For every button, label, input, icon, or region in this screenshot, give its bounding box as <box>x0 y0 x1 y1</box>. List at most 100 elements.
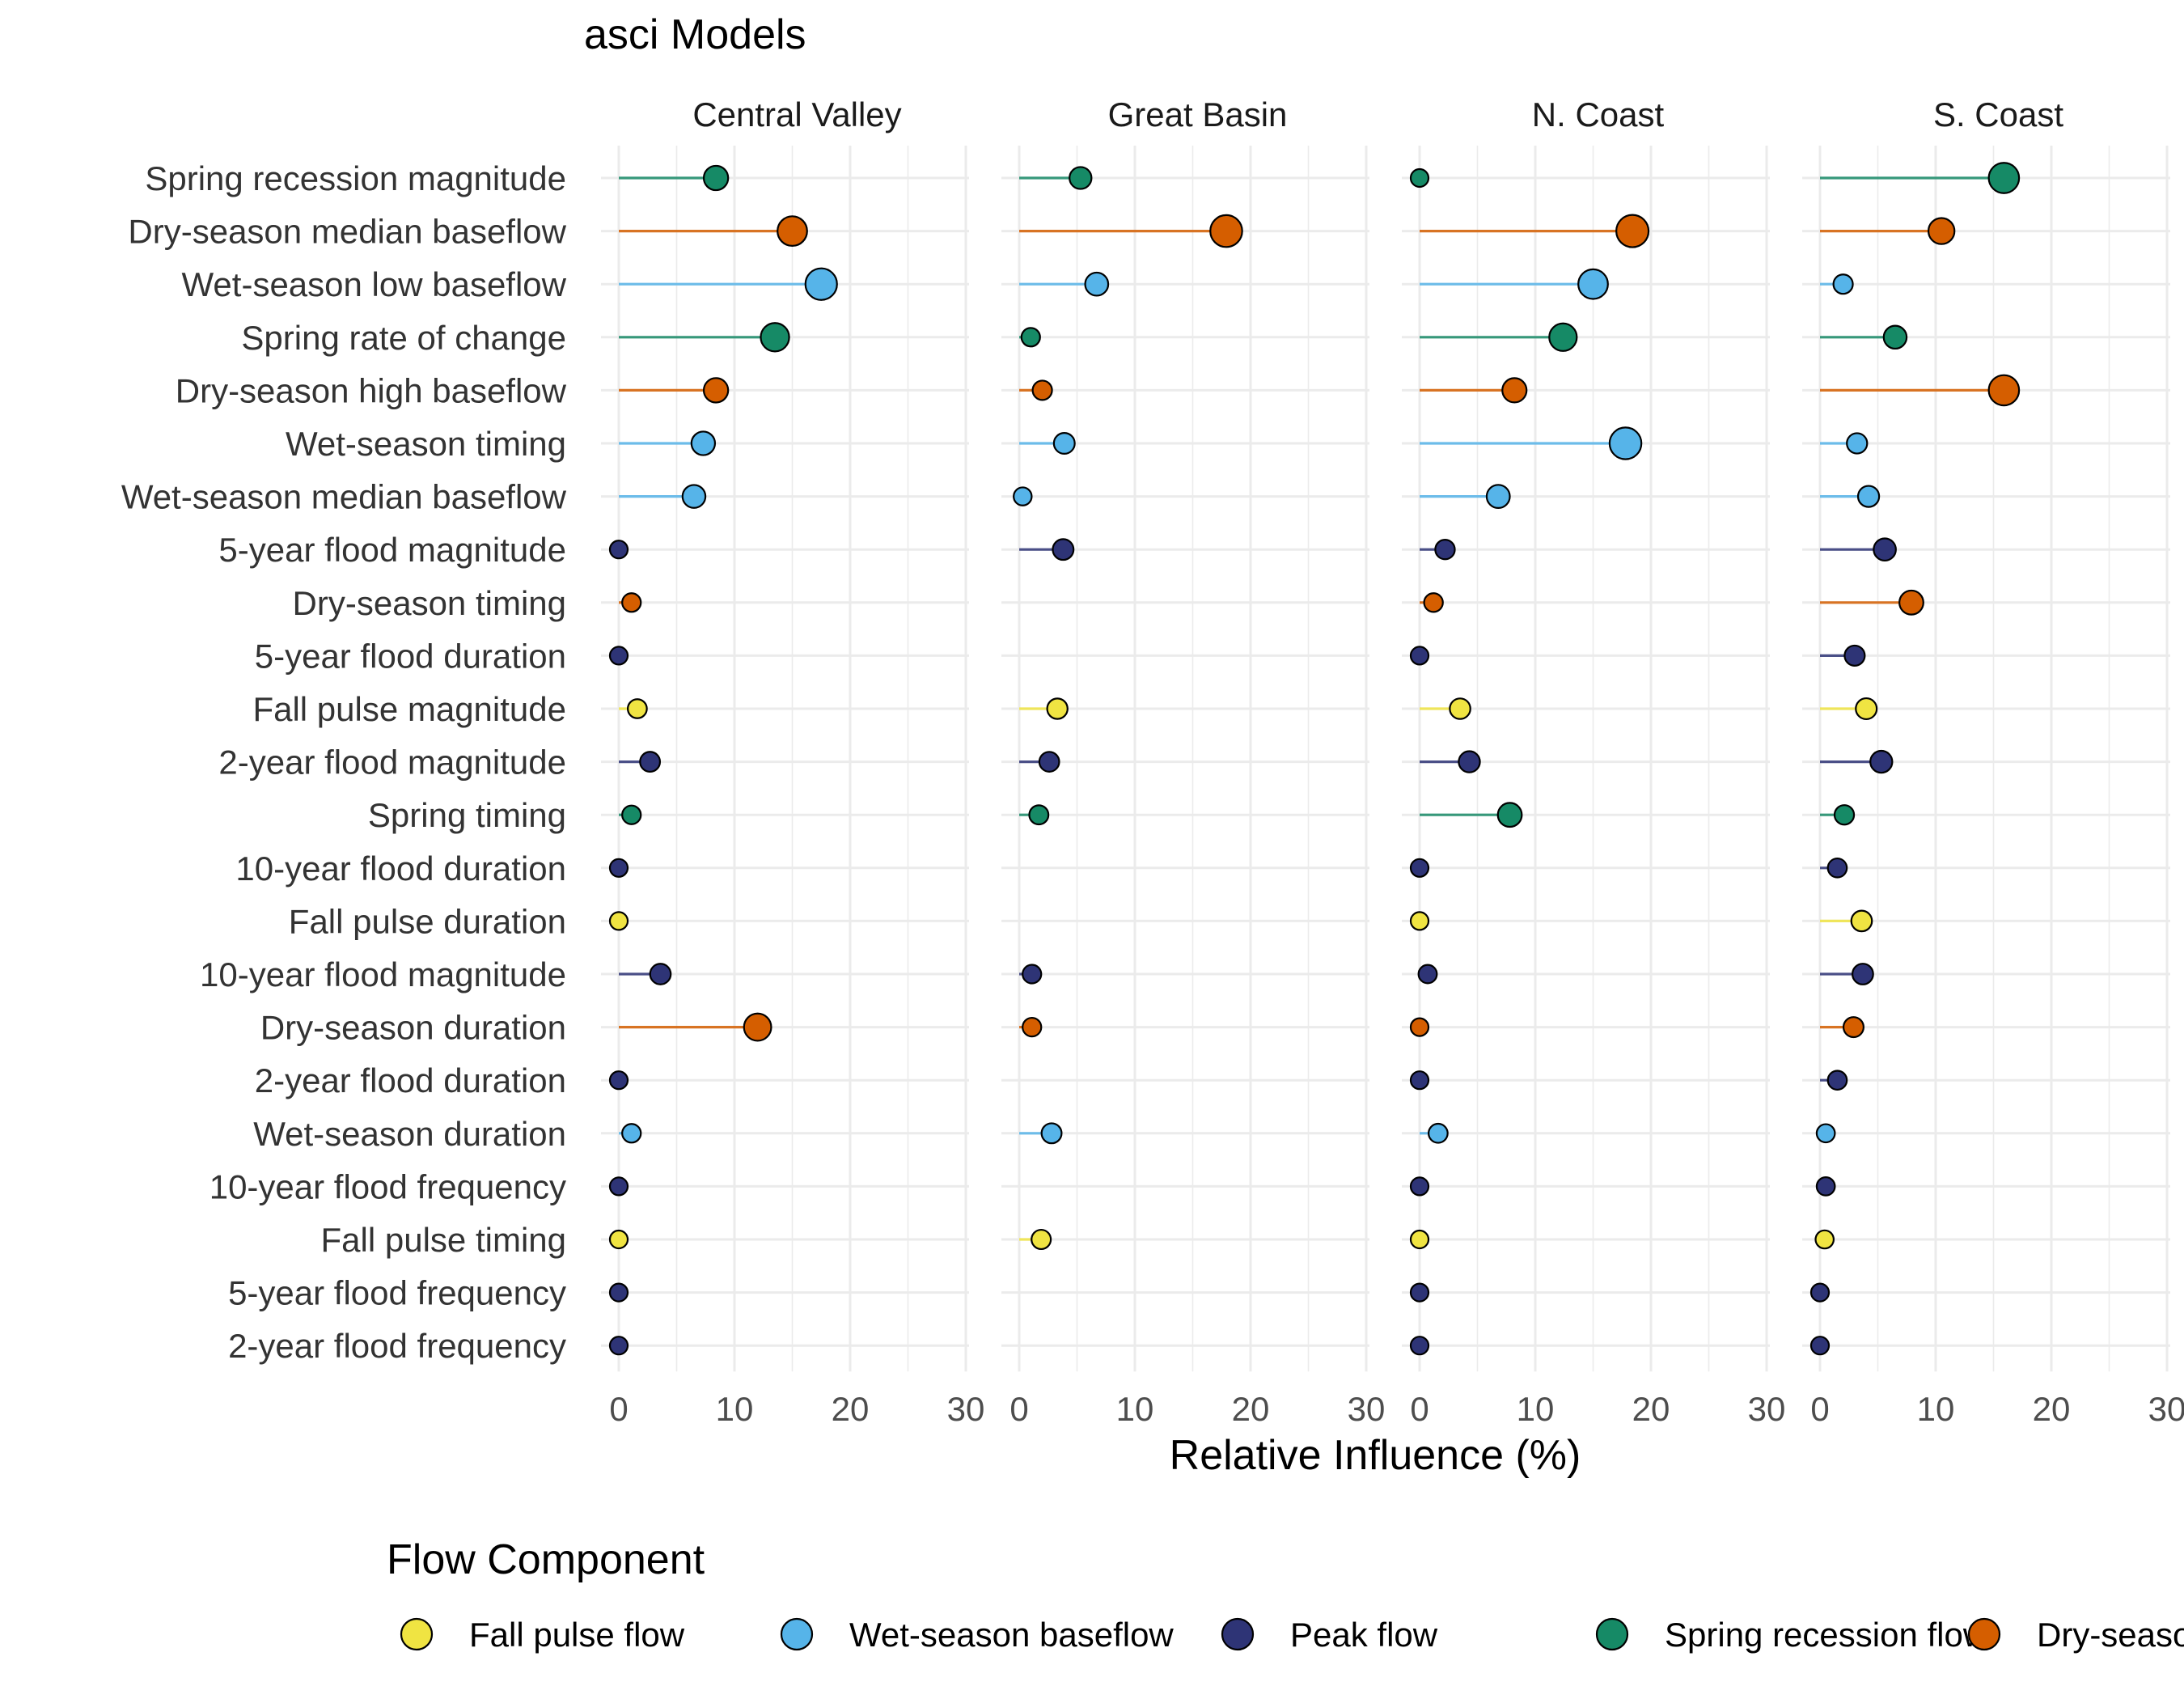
y-tick-label: Spring timing <box>368 796 566 834</box>
legend-label: Peak flow <box>1290 1616 1438 1654</box>
legend-swatch <box>780 1617 814 1651</box>
lollipop-point <box>1409 1229 1430 1250</box>
y-tick-label: 10-year flood duration <box>235 849 566 888</box>
x-tick-label: 10 <box>1116 1390 1154 1428</box>
lollipop-point <box>1843 644 1866 667</box>
y-tick-label: 2-year flood magnitude <box>218 743 566 782</box>
lollipop-point <box>1846 432 1869 455</box>
lollipop-point <box>621 1123 642 1144</box>
lollipop-point <box>1608 426 1643 460</box>
x-tick-label: 10 <box>1517 1390 1555 1428</box>
legend-swatch <box>1595 1617 1629 1651</box>
lollipop-point <box>1046 697 1069 720</box>
lollipop-point <box>1548 322 1578 352</box>
lollipop-point <box>1855 697 1878 721</box>
x-tick-label: 10 <box>716 1390 754 1428</box>
lollipop-point <box>1987 374 2021 407</box>
y-tick-label: Spring rate of change <box>241 319 566 357</box>
lollipop-point <box>1040 1122 1063 1145</box>
lollipop-point <box>1428 1122 1449 1144</box>
lollipop-point <box>1815 1176 1836 1197</box>
lollipop-point <box>681 484 707 509</box>
lollipop-point <box>1856 485 1881 508</box>
lollipop-point <box>760 322 790 353</box>
lollipop-point <box>1028 804 1050 826</box>
lollipop-point <box>621 592 642 613</box>
lollipop-point <box>1038 751 1060 773</box>
y-tick-label: 5-year flood magnitude <box>218 531 566 569</box>
chart-title: asci Models <box>584 11 806 58</box>
y-tick-label: Fall pulse magnitude <box>252 690 566 728</box>
lollipop-point <box>1873 537 1897 562</box>
x-tick-label: 30 <box>2148 1390 2184 1428</box>
lollipop-point <box>1409 167 1430 189</box>
lollipop-point <box>639 751 662 773</box>
lollipop-point <box>1826 1070 1848 1091</box>
x-tick-label: 20 <box>1232 1390 1270 1428</box>
x-tick-label: 30 <box>1348 1390 1386 1428</box>
lollipop-point <box>1409 858 1430 878</box>
lollipop-point <box>1409 1017 1430 1037</box>
lollipop-point <box>1409 646 1430 666</box>
lollipop-point <box>649 963 672 985</box>
legend-swatch <box>1221 1617 1255 1651</box>
lollipop-point <box>1577 268 1609 300</box>
lollipop-point <box>777 215 808 247</box>
lollipop-point <box>1496 802 1523 828</box>
lollipop-point <box>1209 214 1243 248</box>
panel-title: N. Coast <box>1532 95 1665 133</box>
lollipop-point <box>1833 804 1856 826</box>
lollipop-point <box>1815 1123 1836 1144</box>
lollipop-point <box>1809 1336 1831 1356</box>
lollipop-point <box>1449 697 1471 720</box>
x-tick-label: 10 <box>1917 1390 1955 1428</box>
lollipop-point <box>1409 1282 1430 1303</box>
y-tick-label: 5-year flood duration <box>255 637 566 675</box>
x-tick-label: 0 <box>609 1390 628 1428</box>
lollipop-point <box>1409 1070 1430 1091</box>
y-tick-label: Dry-season median baseflow <box>128 213 566 251</box>
lollipop-point <box>1069 166 1093 190</box>
lollipop-point <box>804 267 838 301</box>
lollipop-point <box>621 804 642 825</box>
lollipop-point <box>608 646 629 666</box>
panel-title: Central Valley <box>692 95 901 133</box>
x-tick-label: 30 <box>1748 1390 1786 1428</box>
lollipop-point <box>1020 327 1041 348</box>
y-tick-label: Wet-season duration <box>253 1115 566 1153</box>
lollipop-point <box>1882 324 1908 350</box>
lollipop-point <box>1501 377 1528 404</box>
y-tick-label: Wet-season timing <box>286 425 566 463</box>
lollipop-point <box>608 1070 629 1091</box>
y-tick-label: Fall pulse timing <box>321 1221 566 1259</box>
x-tick-label: 30 <box>947 1390 985 1428</box>
lollipop-point <box>1031 379 1053 401</box>
y-tick-label: 10-year flood magnitude <box>200 955 566 993</box>
lollipop-point <box>1052 432 1076 455</box>
lollipop-point <box>608 1336 629 1356</box>
lollipop-point <box>1458 750 1481 773</box>
lollipop-point <box>1031 1228 1052 1251</box>
x-axis-title: Relative Influence (%) <box>1170 1432 1581 1479</box>
lollipop-point <box>1826 857 1848 879</box>
panel-title: S. Coast <box>1933 95 2063 133</box>
y-tick-label: Dry-season high baseflow <box>176 371 567 409</box>
lollipop-point <box>1852 963 1874 985</box>
x-tick-label: 20 <box>2033 1390 2071 1428</box>
lollipop-point <box>1013 486 1033 506</box>
x-tick-label: 0 <box>1009 1390 1028 1428</box>
lollipop-point <box>702 164 730 192</box>
lollipop-point <box>1434 539 1456 561</box>
x-tick-label: 0 <box>1810 1390 1829 1428</box>
lollipop-point <box>1832 273 1854 295</box>
x-tick-label: 0 <box>1410 1390 1428 1428</box>
lollipop-point <box>608 911 629 931</box>
lollipop-point <box>1417 964 1438 985</box>
lollipop-point <box>690 430 717 456</box>
lollipop-point <box>1814 1229 1835 1250</box>
legend-label: Spring recession flow <box>1665 1616 1988 1654</box>
lollipop-point <box>1409 911 1430 931</box>
y-tick-label: Spring recession magnitude <box>145 159 566 197</box>
